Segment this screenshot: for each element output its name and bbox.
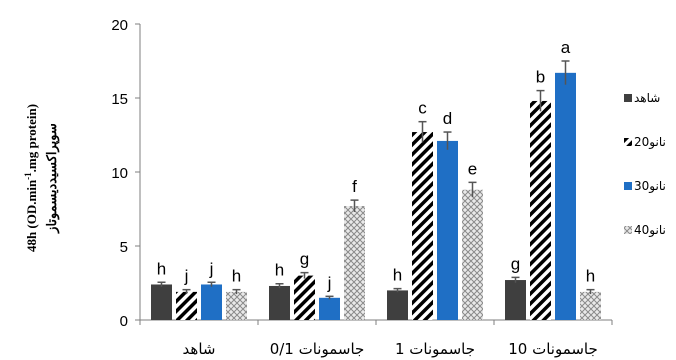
y-axis-label-units: 48h (OD.min	[24, 179, 39, 252]
bar	[555, 72, 576, 320]
significance-letter: h	[157, 259, 166, 278]
y-axis-label-persian: سوپراکسیددیسموتاز	[44, 123, 60, 234]
y-tick-label: 20	[111, 17, 128, 34]
bar	[530, 100, 551, 321]
y-tick-label: 0	[120, 313, 128, 330]
bar	[387, 290, 408, 320]
significance-letter: h	[275, 261, 284, 280]
y-tick-label: 15	[111, 91, 128, 108]
significance-letter: c	[418, 99, 427, 118]
significance-letter: h	[586, 267, 595, 286]
bar	[151, 284, 172, 320]
bar	[319, 297, 340, 320]
bar	[580, 291, 601, 320]
bar	[201, 284, 222, 320]
bar	[176, 291, 197, 320]
bar	[505, 280, 526, 320]
significance-letter: j	[209, 259, 214, 278]
significance-letter: g	[511, 254, 520, 273]
significance-letter: e	[468, 159, 477, 178]
y-tick-label: 5	[120, 239, 128, 256]
significance-letter: h	[393, 266, 402, 285]
legend-swatch	[624, 138, 632, 146]
bar	[226, 291, 247, 320]
x-axis-categories: شاهد جاسمونات 0/1 جاسمونات 1 جاسمونات 10	[183, 340, 598, 358]
bar	[437, 140, 458, 320]
legend-label: نانو20	[634, 135, 666, 150]
y-tick-label: 10	[111, 165, 128, 182]
bar	[462, 189, 483, 320]
y-axis-label-superscript: -1	[23, 172, 33, 180]
bar	[412, 132, 433, 320]
significance-letter: a	[561, 38, 571, 57]
y-axis-label-units-end: .mg protein)	[24, 104, 39, 172]
legend-label: نانو40	[634, 223, 666, 238]
significance-letter: h	[232, 267, 241, 286]
y-axis-title: 48h (OD.min-1.mg protein) سوپراکسیددیسمو…	[23, 104, 60, 252]
significance-letter: b	[536, 68, 545, 87]
legend: شاهد نانو20 نانو30 نانو40	[624, 91, 666, 238]
x-category-label: شاهد	[183, 340, 216, 358]
significance-letter: f	[352, 177, 357, 196]
significance-letter: g	[300, 250, 309, 269]
significance-letter: d	[443, 109, 452, 128]
legend-swatch	[624, 182, 632, 190]
x-category-label: جاسمونات 1	[395, 340, 475, 358]
bar	[294, 275, 315, 320]
bar	[269, 285, 290, 320]
x-category-label: جاسمونات 0/1	[270, 340, 365, 358]
significance-letter: j	[184, 267, 189, 286]
svg-text:48h (OD.min-1.mg protein): 48h (OD.min-1.mg protein)	[23, 104, 39, 252]
legend-swatch	[624, 94, 632, 102]
significance-letter: j	[327, 273, 332, 292]
legend-label: نانو30	[634, 179, 666, 194]
legend-label: شاهد	[634, 91, 660, 105]
bars	[151, 60, 601, 321]
legend-swatch	[624, 226, 632, 234]
x-category-label: جاسمونات 10	[508, 340, 598, 358]
bar	[344, 206, 365, 320]
